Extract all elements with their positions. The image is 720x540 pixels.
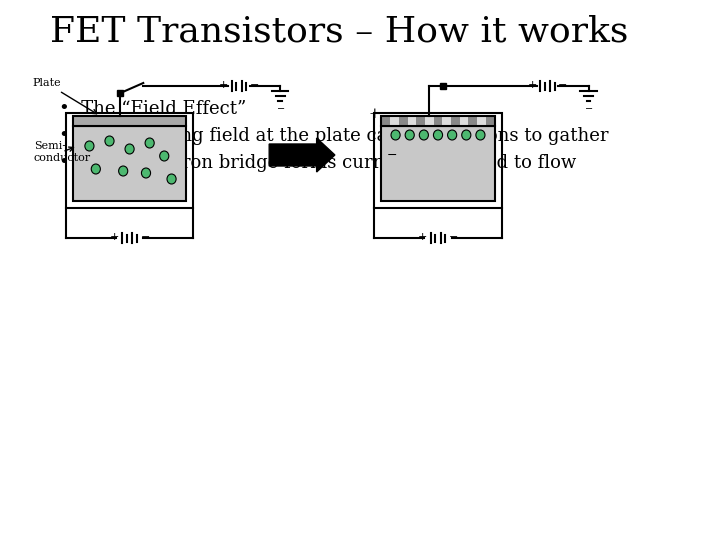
Circle shape	[476, 130, 485, 140]
Circle shape	[91, 164, 100, 174]
Bar	[382, 126, 495, 201]
Bar	[442, 116, 451, 126]
Bar	[433, 116, 442, 126]
Text: •  As an electron bridge forms current is allowed to flow: • As an electron bridge forms current is…	[59, 154, 577, 172]
Bar	[460, 116, 469, 126]
Text: FET Transistors – How it works: FET Transistors – How it works	[50, 15, 629, 49]
Circle shape	[167, 174, 176, 184]
Circle shape	[119, 166, 127, 176]
Circle shape	[448, 130, 456, 140]
Text: −: −	[449, 232, 458, 242]
Text: •  The resulting field at the plate causes electrons to gather: • The resulting field at the plate cause…	[59, 127, 609, 145]
Text: −: −	[585, 105, 593, 114]
Text: Semi-
conductor: Semi- conductor	[34, 141, 91, 163]
Text: +: +	[369, 107, 380, 121]
Text: +: +	[109, 232, 119, 242]
Bar	[382, 116, 390, 126]
Bar	[469, 116, 477, 126]
Bar	[374, 113, 502, 208]
Circle shape	[391, 130, 400, 140]
Text: −: −	[140, 232, 150, 242]
Text: −: −	[558, 80, 567, 90]
Circle shape	[141, 168, 150, 178]
Bar	[399, 116, 408, 126]
Text: +: +	[418, 232, 427, 242]
FancyArrow shape	[269, 138, 335, 172]
Bar	[416, 116, 425, 126]
Bar	[486, 116, 495, 126]
Text: −: −	[250, 80, 259, 90]
Bar	[425, 116, 433, 126]
Circle shape	[145, 138, 154, 148]
Text: •  The “Field Effect”: • The “Field Effect”	[59, 100, 247, 118]
Text: −: −	[387, 149, 397, 162]
Bar	[73, 116, 186, 126]
Circle shape	[160, 151, 168, 161]
Bar	[451, 116, 460, 126]
Circle shape	[85, 141, 94, 151]
Bar	[73, 126, 186, 201]
Text: −: −	[277, 105, 285, 114]
Bar	[408, 116, 416, 126]
Circle shape	[462, 130, 471, 140]
Circle shape	[419, 130, 428, 140]
Text: +: +	[527, 80, 536, 90]
Text: +: +	[219, 80, 228, 90]
Bar	[66, 113, 194, 208]
Circle shape	[433, 130, 443, 140]
Bar	[382, 116, 495, 126]
Circle shape	[105, 136, 114, 146]
Bar	[477, 116, 486, 126]
Circle shape	[405, 130, 414, 140]
Bar	[390, 116, 399, 126]
Circle shape	[125, 144, 134, 154]
Text: Plate: Plate	[32, 78, 96, 114]
